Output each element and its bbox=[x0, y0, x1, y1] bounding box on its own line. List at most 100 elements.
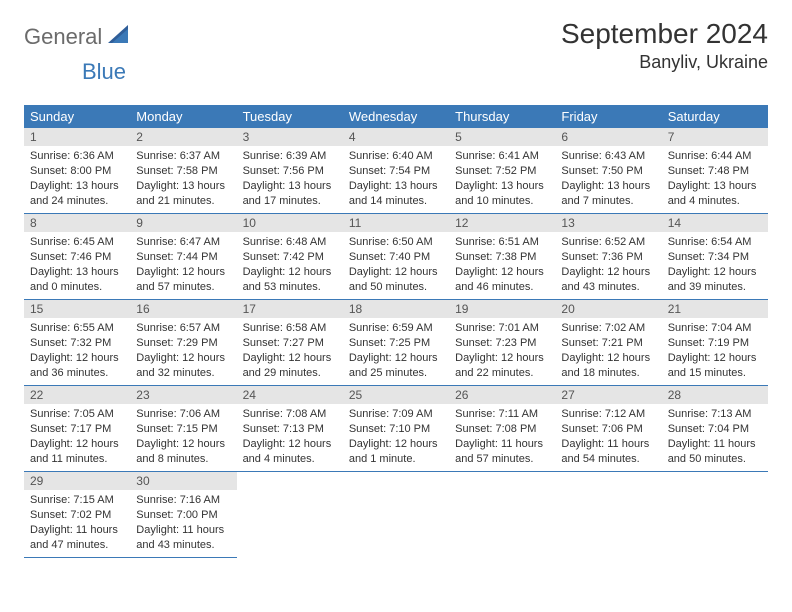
calendar-cell bbox=[555, 472, 661, 558]
calendar-cell bbox=[343, 472, 449, 558]
weekday-header: Sunday bbox=[24, 105, 130, 128]
day-info: Sunrise: 6:47 AMSunset: 7:44 PMDaylight:… bbox=[130, 232, 236, 299]
day-info: Sunrise: 7:13 AMSunset: 7:04 PMDaylight:… bbox=[662, 404, 768, 471]
calendar-cell: 12Sunrise: 6:51 AMSunset: 7:38 PMDayligh… bbox=[449, 214, 555, 300]
day-info: Sunrise: 6:52 AMSunset: 7:36 PMDaylight:… bbox=[555, 232, 661, 299]
day-number: 21 bbox=[662, 300, 768, 318]
calendar-cell: 30Sunrise: 7:16 AMSunset: 7:00 PMDayligh… bbox=[130, 472, 236, 558]
day-number: 10 bbox=[237, 214, 343, 232]
month-title: September 2024 bbox=[561, 18, 768, 50]
calendar-cell bbox=[237, 472, 343, 558]
day-cell: 6Sunrise: 6:43 AMSunset: 7:50 PMDaylight… bbox=[555, 128, 661, 214]
calendar-cell: 10Sunrise: 6:48 AMSunset: 7:42 PMDayligh… bbox=[237, 214, 343, 300]
calendar-cell: 18Sunrise: 6:59 AMSunset: 7:25 PMDayligh… bbox=[343, 300, 449, 386]
day-number: 12 bbox=[449, 214, 555, 232]
logo: General bbox=[24, 18, 136, 50]
calendar-cell: 27Sunrise: 7:12 AMSunset: 7:06 PMDayligh… bbox=[555, 386, 661, 472]
day-info: Sunrise: 7:11 AMSunset: 7:08 PMDaylight:… bbox=[449, 404, 555, 471]
day-info: Sunrise: 6:36 AMSunset: 8:00 PMDaylight:… bbox=[24, 146, 130, 213]
weekday-header: Thursday bbox=[449, 105, 555, 128]
day-number: 4 bbox=[343, 128, 449, 146]
calendar-cell: 23Sunrise: 7:06 AMSunset: 7:15 PMDayligh… bbox=[130, 386, 236, 472]
day-cell: 4Sunrise: 6:40 AMSunset: 7:54 PMDaylight… bbox=[343, 128, 449, 214]
weekday-header: Friday bbox=[555, 105, 661, 128]
day-info: Sunrise: 6:57 AMSunset: 7:29 PMDaylight:… bbox=[130, 318, 236, 385]
day-cell: 25Sunrise: 7:09 AMSunset: 7:10 PMDayligh… bbox=[343, 386, 449, 472]
day-info: Sunrise: 7:01 AMSunset: 7:23 PMDaylight:… bbox=[449, 318, 555, 385]
day-info: Sunrise: 7:08 AMSunset: 7:13 PMDaylight:… bbox=[237, 404, 343, 471]
day-info: Sunrise: 6:51 AMSunset: 7:38 PMDaylight:… bbox=[449, 232, 555, 299]
day-number: 14 bbox=[662, 214, 768, 232]
calendar-cell: 3Sunrise: 6:39 AMSunset: 7:56 PMDaylight… bbox=[237, 128, 343, 214]
day-number: 29 bbox=[24, 472, 130, 490]
day-info: Sunrise: 6:41 AMSunset: 7:52 PMDaylight:… bbox=[449, 146, 555, 213]
day-cell: 9Sunrise: 6:47 AMSunset: 7:44 PMDaylight… bbox=[130, 214, 236, 300]
day-cell: 11Sunrise: 6:50 AMSunset: 7:40 PMDayligh… bbox=[343, 214, 449, 300]
day-number: 19 bbox=[449, 300, 555, 318]
day-cell: 19Sunrise: 7:01 AMSunset: 7:23 PMDayligh… bbox=[449, 300, 555, 386]
day-info: Sunrise: 6:59 AMSunset: 7:25 PMDaylight:… bbox=[343, 318, 449, 385]
calendar-row: 1Sunrise: 6:36 AMSunset: 8:00 PMDaylight… bbox=[24, 128, 768, 214]
day-number: 3 bbox=[237, 128, 343, 146]
calendar-cell: 5Sunrise: 6:41 AMSunset: 7:52 PMDaylight… bbox=[449, 128, 555, 214]
calendar-cell bbox=[662, 472, 768, 558]
day-cell: 28Sunrise: 7:13 AMSunset: 7:04 PMDayligh… bbox=[662, 386, 768, 472]
calendar-cell: 7Sunrise: 6:44 AMSunset: 7:48 PMDaylight… bbox=[662, 128, 768, 214]
day-info: Sunrise: 7:04 AMSunset: 7:19 PMDaylight:… bbox=[662, 318, 768, 385]
calendar-cell: 9Sunrise: 6:47 AMSunset: 7:44 PMDaylight… bbox=[130, 214, 236, 300]
day-number: 17 bbox=[237, 300, 343, 318]
calendar-cell: 19Sunrise: 7:01 AMSunset: 7:23 PMDayligh… bbox=[449, 300, 555, 386]
day-info: Sunrise: 7:09 AMSunset: 7:10 PMDaylight:… bbox=[343, 404, 449, 471]
day-info: Sunrise: 6:40 AMSunset: 7:54 PMDaylight:… bbox=[343, 146, 449, 213]
day-cell: 24Sunrise: 7:08 AMSunset: 7:13 PMDayligh… bbox=[237, 386, 343, 472]
calendar-cell: 25Sunrise: 7:09 AMSunset: 7:10 PMDayligh… bbox=[343, 386, 449, 472]
logo-text-general: General bbox=[24, 24, 102, 50]
day-number: 27 bbox=[555, 386, 661, 404]
location: Banyliv, Ukraine bbox=[561, 52, 768, 73]
day-info: Sunrise: 6:37 AMSunset: 7:58 PMDaylight:… bbox=[130, 146, 236, 213]
day-number: 8 bbox=[24, 214, 130, 232]
calendar-row: 15Sunrise: 6:55 AMSunset: 7:32 PMDayligh… bbox=[24, 300, 768, 386]
calendar-row: 22Sunrise: 7:05 AMSunset: 7:17 PMDayligh… bbox=[24, 386, 768, 472]
day-info: Sunrise: 7:06 AMSunset: 7:15 PMDaylight:… bbox=[130, 404, 236, 471]
day-cell: 29Sunrise: 7:15 AMSunset: 7:02 PMDayligh… bbox=[24, 472, 130, 558]
day-number: 2 bbox=[130, 128, 236, 146]
day-number: 24 bbox=[237, 386, 343, 404]
day-cell: 17Sunrise: 6:58 AMSunset: 7:27 PMDayligh… bbox=[237, 300, 343, 386]
calendar-cell: 17Sunrise: 6:58 AMSunset: 7:27 PMDayligh… bbox=[237, 300, 343, 386]
day-number: 16 bbox=[130, 300, 236, 318]
calendar-table: SundayMondayTuesdayWednesdayThursdayFrid… bbox=[24, 105, 768, 558]
day-cell: 22Sunrise: 7:05 AMSunset: 7:17 PMDayligh… bbox=[24, 386, 130, 472]
day-cell: 10Sunrise: 6:48 AMSunset: 7:42 PMDayligh… bbox=[237, 214, 343, 300]
day-cell: 26Sunrise: 7:11 AMSunset: 7:08 PMDayligh… bbox=[449, 386, 555, 472]
weekday-header-row: SundayMondayTuesdayWednesdayThursdayFrid… bbox=[24, 105, 768, 128]
day-cell: 16Sunrise: 6:57 AMSunset: 7:29 PMDayligh… bbox=[130, 300, 236, 386]
day-cell: 12Sunrise: 6:51 AMSunset: 7:38 PMDayligh… bbox=[449, 214, 555, 300]
calendar-cell: 15Sunrise: 6:55 AMSunset: 7:32 PMDayligh… bbox=[24, 300, 130, 386]
calendar-cell: 28Sunrise: 7:13 AMSunset: 7:04 PMDayligh… bbox=[662, 386, 768, 472]
calendar-cell: 24Sunrise: 7:08 AMSunset: 7:13 PMDayligh… bbox=[237, 386, 343, 472]
day-info: Sunrise: 7:05 AMSunset: 7:17 PMDaylight:… bbox=[24, 404, 130, 471]
day-number: 20 bbox=[555, 300, 661, 318]
day-info: Sunrise: 6:44 AMSunset: 7:48 PMDaylight:… bbox=[662, 146, 768, 213]
day-info: Sunrise: 7:16 AMSunset: 7:00 PMDaylight:… bbox=[130, 490, 236, 557]
calendar-cell: 13Sunrise: 6:52 AMSunset: 7:36 PMDayligh… bbox=[555, 214, 661, 300]
day-info: Sunrise: 7:12 AMSunset: 7:06 PMDaylight:… bbox=[555, 404, 661, 471]
calendar-cell: 22Sunrise: 7:05 AMSunset: 7:17 PMDayligh… bbox=[24, 386, 130, 472]
day-number: 22 bbox=[24, 386, 130, 404]
day-cell: 3Sunrise: 6:39 AMSunset: 7:56 PMDaylight… bbox=[237, 128, 343, 214]
calendar-cell: 21Sunrise: 7:04 AMSunset: 7:19 PMDayligh… bbox=[662, 300, 768, 386]
logo-text-blue: Blue bbox=[82, 59, 126, 84]
day-cell: 2Sunrise: 6:37 AMSunset: 7:58 PMDaylight… bbox=[130, 128, 236, 214]
day-number: 23 bbox=[130, 386, 236, 404]
day-cell: 15Sunrise: 6:55 AMSunset: 7:32 PMDayligh… bbox=[24, 300, 130, 386]
day-info: Sunrise: 7:15 AMSunset: 7:02 PMDaylight:… bbox=[24, 490, 130, 557]
calendar-cell: 8Sunrise: 6:45 AMSunset: 7:46 PMDaylight… bbox=[24, 214, 130, 300]
day-info: Sunrise: 6:39 AMSunset: 7:56 PMDaylight:… bbox=[237, 146, 343, 213]
day-cell: 5Sunrise: 6:41 AMSunset: 7:52 PMDaylight… bbox=[449, 128, 555, 214]
calendar-cell: 16Sunrise: 6:57 AMSunset: 7:29 PMDayligh… bbox=[130, 300, 236, 386]
calendar-cell bbox=[449, 472, 555, 558]
header: General September 2024 Banyliv, Ukraine bbox=[24, 18, 768, 73]
calendar-cell: 11Sunrise: 6:50 AMSunset: 7:40 PMDayligh… bbox=[343, 214, 449, 300]
day-cell: 30Sunrise: 7:16 AMSunset: 7:00 PMDayligh… bbox=[130, 472, 236, 558]
